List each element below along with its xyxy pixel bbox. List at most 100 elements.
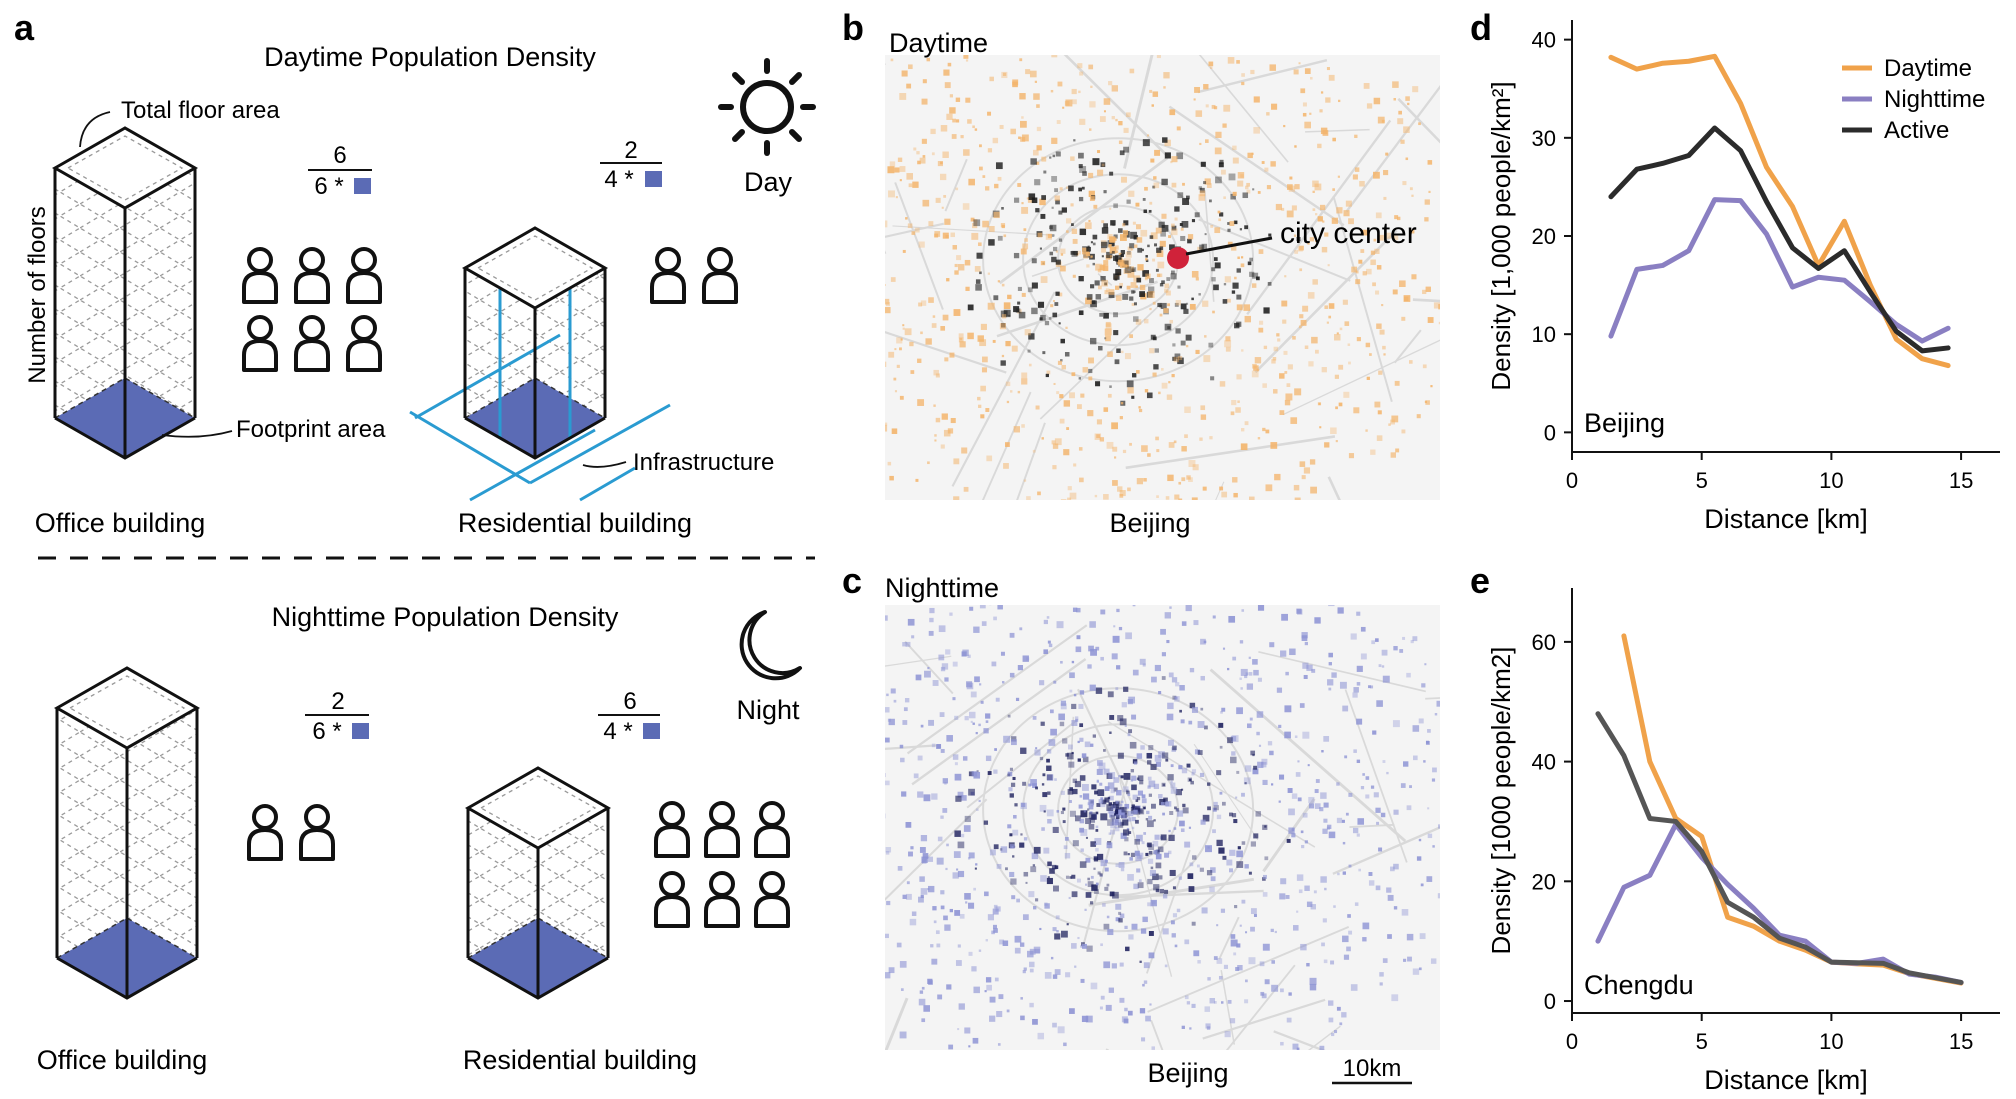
density-cell [1014, 803, 1018, 807]
density-cell [1133, 761, 1138, 765]
density-cell [1412, 86, 1419, 93]
density-cell [1141, 1037, 1146, 1042]
density-cell [1230, 411, 1235, 416]
x-tick-label: 15 [1949, 468, 1973, 493]
density-cell [1005, 442, 1010, 447]
density-cell [1019, 942, 1025, 947]
density-cell [1029, 948, 1036, 955]
density-cell [1271, 984, 1279, 992]
density-cell [1147, 134, 1150, 137]
density-cell [1234, 322, 1240, 329]
density-cell [1238, 538, 1244, 544]
density-cell [850, 125, 853, 128]
density-cell [1196, 864, 1200, 868]
density-cell [1070, 156, 1075, 161]
density-cell [1096, 803, 1101, 807]
density-cell [1078, 447, 1083, 451]
density-cell [1334, 1030, 1338, 1034]
density-cell [974, 867, 977, 870]
density-cell [1331, 28, 1337, 34]
density-cell [906, 173, 914, 180]
density-cell [1427, 807, 1430, 810]
density-cell [1064, 101, 1070, 106]
density-cell [1229, 221, 1235, 226]
density-cell [1079, 690, 1085, 695]
density-cell [1249, 496, 1255, 500]
density-cell [1154, 754, 1162, 762]
density-cell [963, 55, 969, 59]
density-cell [933, 369, 939, 376]
density-cell [1141, 798, 1147, 804]
density-cell [841, 357, 846, 362]
road-line [951, 291, 1056, 487]
density-cell [1008, 787, 1013, 792]
density-cell [1226, 584, 1231, 589]
density-cell [1133, 883, 1139, 890]
density-cell [1055, 5, 1060, 10]
density-cell [1114, 808, 1120, 814]
density-cell [1339, 327, 1343, 331]
density-cell [1135, 224, 1142, 230]
density-cell [1027, 287, 1033, 293]
density-cell [901, 791, 907, 797]
density-cell [885, 972, 891, 979]
density-cell [987, 272, 990, 275]
density-cell [1393, 235, 1399, 241]
density-cell [1382, 345, 1386, 350]
density-cell [858, 256, 862, 260]
density-cell [1168, 381, 1171, 384]
density-cell [985, 720, 989, 723]
density-cell [1269, 64, 1276, 71]
density-cell [1112, 804, 1115, 807]
density-cell [1103, 260, 1109, 266]
density-cell [1056, 810, 1060, 813]
ring-road [982, 137, 1255, 383]
density-cell [1027, 349, 1031, 353]
density-cell [1164, 152, 1171, 159]
density-cell [1130, 769, 1135, 773]
density-cell [1047, 819, 1052, 824]
density-cell [1032, 1018, 1038, 1025]
density-cell [1052, 1022, 1057, 1028]
density-cell [1113, 312, 1119, 318]
density-cell [943, 69, 950, 76]
density-cell [1115, 250, 1119, 254]
density-cell [1171, 223, 1175, 228]
density-cell [1100, 276, 1106, 282]
density-cell [1071, 720, 1078, 726]
density-cell [887, 461, 892, 466]
density-cell [1003, 735, 1011, 743]
density-cell [1378, 370, 1383, 375]
density-cell [1176, 126, 1181, 131]
density-cell [1209, 199, 1212, 203]
density-cell [1013, 590, 1017, 594]
density-cell [1172, 356, 1177, 361]
density-cell [1281, 300, 1288, 307]
density-cell [876, 788, 883, 795]
density-cell [1324, 442, 1330, 448]
density-cell [868, 204, 874, 210]
density-cell [1121, 350, 1124, 354]
density-cell [1090, 284, 1095, 289]
density-cell [1244, 765, 1252, 772]
density-cell [1152, 873, 1159, 881]
density-cell [1186, 195, 1190, 200]
daytime-density-layer [841, 5, 1440, 544]
density-cell [1012, 776, 1016, 781]
density-cell [1022, 1091, 1024, 1093]
density-cell [1051, 864, 1057, 870]
density-cell [896, 364, 900, 368]
density-cell [1244, 421, 1249, 426]
density-cell [1157, 846, 1164, 853]
density-cell [1046, 774, 1053, 781]
density-cell [1265, 484, 1273, 492]
density-cell [1360, 653, 1367, 660]
density-cell [1230, 934, 1236, 939]
density-cell [1173, 440, 1177, 444]
density-cell [973, 986, 980, 994]
density-cell [1171, 374, 1175, 378]
density-cell [1139, 284, 1146, 291]
city-center-marker [1167, 247, 1189, 269]
density-cell [1105, 1004, 1112, 1011]
road-line [1332, 195, 1393, 403]
